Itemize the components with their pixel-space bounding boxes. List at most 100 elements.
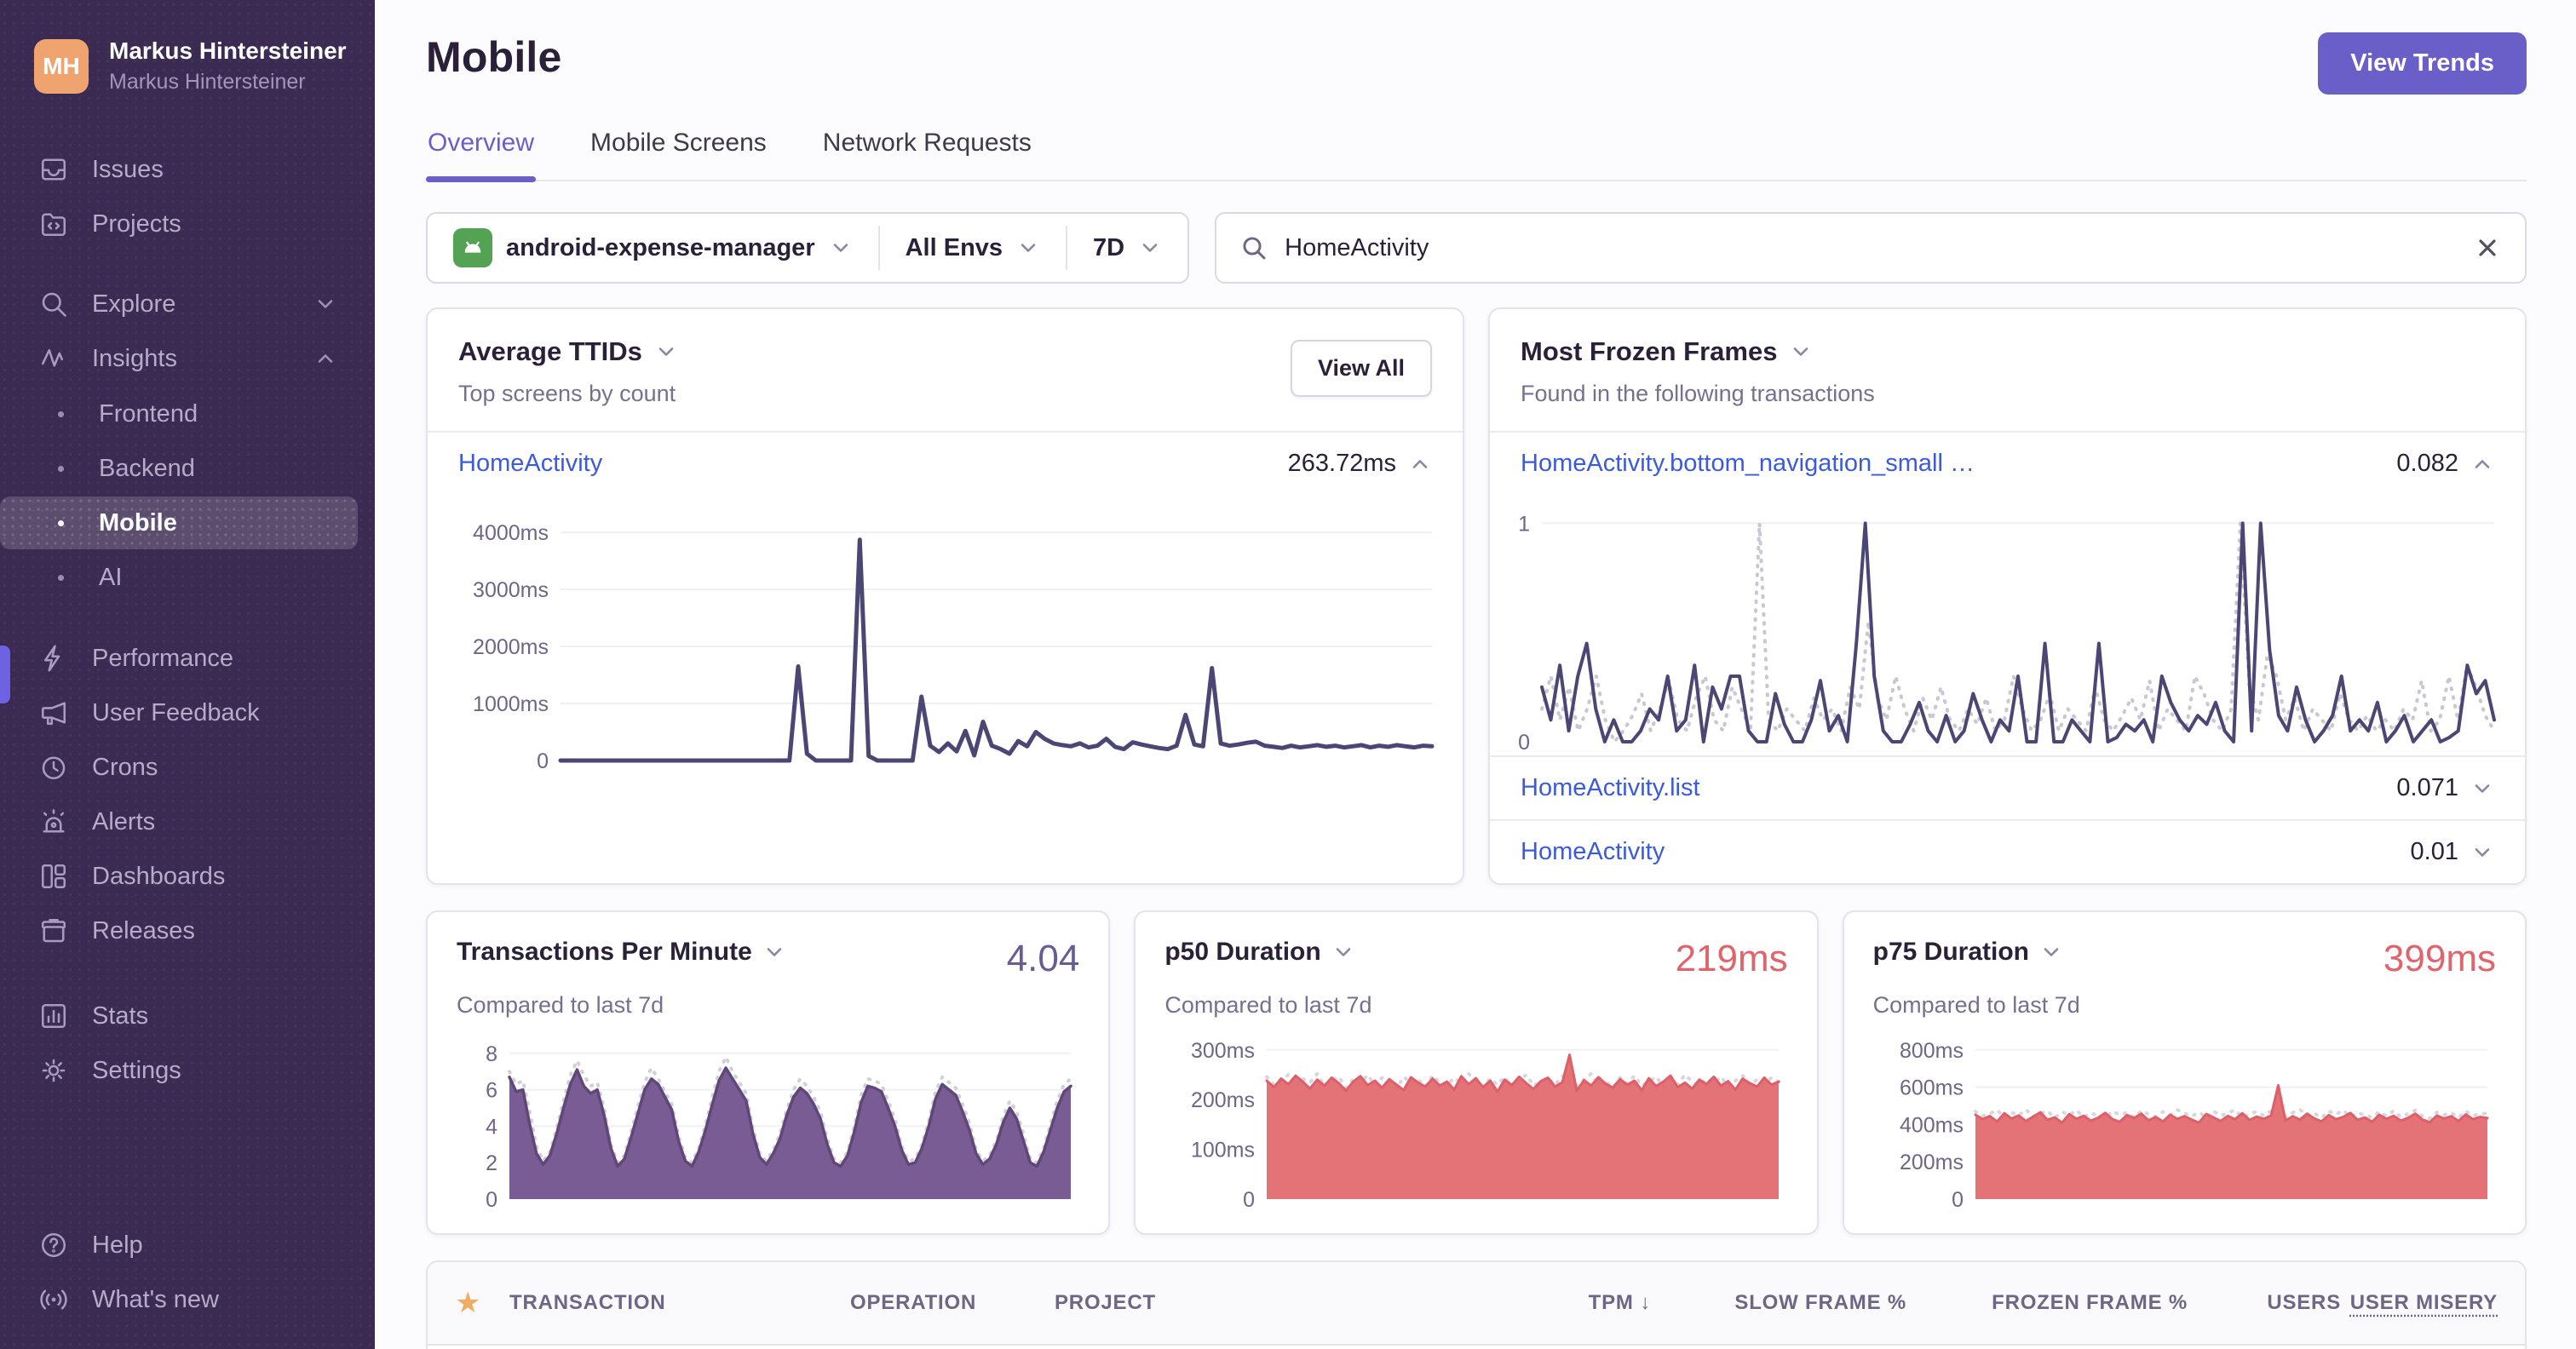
svg-text:1: 1 <box>1518 512 1530 536</box>
p50-duration-card: p50 Duration 219ms Compared to last 7d 0… <box>1134 910 1819 1235</box>
col-frozen-frame[interactable]: FROZEN FRAME % <box>1992 1291 2188 1314</box>
sidebar-item-projects[interactable]: Projects <box>0 197 358 251</box>
svg-text:0: 0 <box>1952 1188 1964 1212</box>
expand-icon[interactable] <box>2470 841 2494 864</box>
bullet-icon <box>44 574 77 581</box>
search-input[interactable] <box>1285 233 2457 262</box>
sidebar-item-stats[interactable]: Stats <box>0 989 358 1043</box>
p75-chart: 0 200ms 400ms 600ms 800ms <box>1873 1032 2496 1213</box>
col-operation[interactable]: OPERATION <box>850 1291 977 1314</box>
tpm-chart: 0 2 4 6 8 <box>457 1032 1079 1213</box>
avatar: MH <box>34 38 89 94</box>
project-selector[interactable]: android-expense-manager <box>428 214 878 282</box>
view-all-button[interactable]: View All <box>1290 340 1432 397</box>
svg-text:200ms: 200ms <box>1900 1151 1964 1174</box>
collapse-icon[interactable] <box>1408 452 1432 476</box>
sidebar-item-settings[interactable]: Settings <box>0 1043 358 1098</box>
sidebar: MH Markus Hintersteiner Markus Hinterste… <box>0 0 375 1349</box>
tab-overview[interactable]: Overview <box>426 129 537 182</box>
col-user-misery[interactable]: USER MISERY <box>2349 1291 2498 1314</box>
org-name: Markus Hintersteiner <box>109 37 347 64</box>
p75-value: 399ms <box>2383 938 2496 979</box>
clock-icon <box>37 751 70 784</box>
date-range-selector[interactable]: 7D <box>1067 214 1187 282</box>
chevron-down-icon[interactable] <box>1789 340 1813 364</box>
sidebar-item-explore[interactable]: Explore <box>0 277 358 331</box>
svg-text:800ms: 800ms <box>1900 1039 1964 1063</box>
tab-network-requests[interactable]: Network Requests <box>821 129 1033 180</box>
divider <box>1066 226 1068 270</box>
svg-text:300ms: 300ms <box>1191 1039 1255 1063</box>
col-tpm[interactable]: TPM ↓ <box>1588 1291 1651 1314</box>
clear-search-icon[interactable] <box>2474 234 2501 261</box>
sidebar-item-crons[interactable]: Crons <box>0 740 358 795</box>
sidebar-item-backend[interactable]: Backend <box>0 442 358 495</box>
active-indicator <box>0 646 10 703</box>
col-slow-frame[interactable]: SLOW FRAME % <box>1734 1291 1906 1314</box>
dashboard-icon <box>37 860 70 893</box>
card-title: Most Frozen Frames <box>1521 336 1778 366</box>
collapse-icon[interactable] <box>2470 452 2494 476</box>
sidebar-item-releases[interactable]: Releases <box>0 904 358 958</box>
frozen-row-3: HomeActivity 0.01 <box>1490 819 2525 883</box>
frozen-row-1: HomeActivity.bottom_navigation_small … 0… <box>1490 433 2525 495</box>
svg-text:100ms: 100ms <box>1191 1139 1255 1162</box>
expand-icon[interactable] <box>2470 777 2494 801</box>
chevron-down-icon[interactable] <box>1331 940 1355 964</box>
chevron-down-icon <box>1021 244 1036 252</box>
folder-icon <box>37 208 70 240</box>
col-transaction[interactable]: TRANSACTION <box>509 1291 666 1314</box>
environment-selector[interactable]: All Envs <box>880 214 1066 282</box>
transaction-link[interactable]: HomeActivity.list <box>1521 774 1700 801</box>
sidebar-item-performance[interactable]: Performance <box>0 631 358 686</box>
card-title: Transactions Per Minute <box>457 938 752 966</box>
sidebar-item-whats-new[interactable]: What's new <box>0 1272 358 1327</box>
card-title: p75 Duration <box>1872 938 2030 966</box>
sidebar-item-insights[interactable]: Insights <box>0 331 358 386</box>
bullet-icon <box>44 520 77 526</box>
view-trends-button[interactable]: View Trends <box>2318 32 2527 95</box>
svg-text:4000ms: 4000ms <box>473 521 549 545</box>
sidebar-item-issues[interactable]: Issues <box>0 142 358 197</box>
sidebar-item-help[interactable]: Help <box>0 1218 358 1272</box>
chevron-down-icon[interactable] <box>2039 940 2063 964</box>
svg-text:6: 6 <box>486 1079 497 1103</box>
col-users[interactable]: USERS <box>2267 1291 2341 1314</box>
svg-text:3000ms: 3000ms <box>473 578 549 602</box>
siren-icon <box>37 806 70 838</box>
chevron-down-icon <box>318 300 333 308</box>
svg-text:4: 4 <box>486 1115 497 1139</box>
page-filter-bar: android-expense-manager All Envs 7D <box>426 212 1190 284</box>
bullet-icon <box>44 410 77 417</box>
sidebar-item-ai[interactable]: AI <box>0 551 358 604</box>
col-project[interactable]: PROJECT <box>1055 1291 1156 1314</box>
tab-mobile-screens[interactable]: Mobile Screens <box>589 129 768 180</box>
p75-duration-card: p75 Duration 399ms Compared to last 7d 0… <box>1842 910 2527 1235</box>
transaction-link[interactable]: HomeActivity.bottom_navigation_small … <box>1521 450 1975 477</box>
tab-bar: Overview Mobile Screens Network Requests <box>426 129 2527 182</box>
svg-text:2000ms: 2000ms <box>473 635 549 659</box>
svg-text:0: 0 <box>486 1188 497 1212</box>
frozen-value: 0.082 <box>2396 450 2458 477</box>
sidebar-item-user-feedback[interactable]: User Feedback <box>0 686 358 740</box>
chevron-down-icon[interactable] <box>654 340 678 364</box>
bullet-icon <box>44 465 77 472</box>
sidebar-item-dashboards[interactable]: Dashboards <box>0 849 358 904</box>
sidebar-item-frontend[interactable]: Frontend <box>0 387 358 440</box>
average-ttids-card: Average TTIDs Top screens by count View … <box>426 307 1464 885</box>
svg-text:0: 0 <box>1243 1188 1255 1212</box>
sidebar-item-mobile[interactable]: Mobile <box>0 497 358 703</box>
sort-desc-icon: ↓ <box>1640 1291 1651 1314</box>
most-frozen-frames-card: Most Frozen Frames Found in the followin… <box>1488 307 2527 885</box>
transaction-link[interactable]: HomeActivity <box>1521 838 1665 865</box>
user-menu[interactable]: MH Markus Hintersteiner Markus Hinterste… <box>0 29 375 103</box>
svg-text:0: 0 <box>1518 731 1530 755</box>
chevron-down-icon[interactable] <box>762 940 786 964</box>
sidebar-item-alerts[interactable]: Alerts <box>0 795 358 849</box>
search-icon <box>1243 237 1266 260</box>
svg-text:600ms: 600ms <box>1900 1076 1964 1100</box>
star-filled-icon[interactable]: ★ <box>455 1287 481 1319</box>
user-name: Markus Hintersteiner <box>109 70 306 94</box>
transaction-link[interactable]: HomeActivity <box>458 450 603 477</box>
archive-icon <box>37 915 70 947</box>
